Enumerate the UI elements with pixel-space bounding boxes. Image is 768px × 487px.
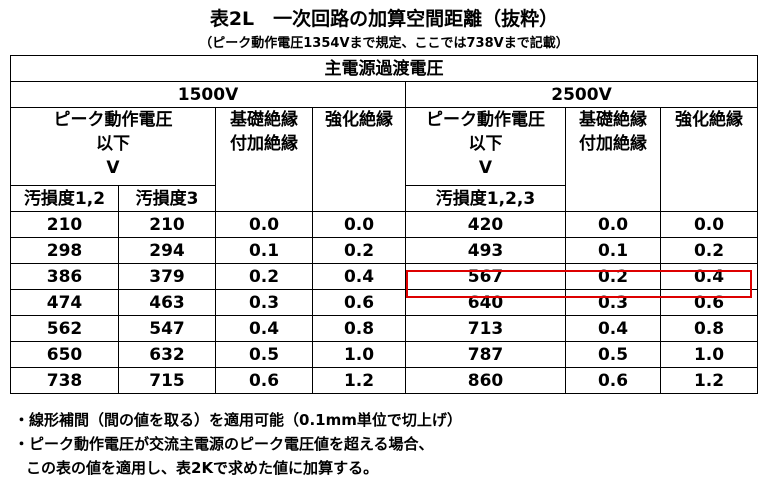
table-cell: 0.3 xyxy=(215,289,313,316)
header-text: V xyxy=(106,158,120,178)
table-cell: 0.0 xyxy=(660,211,758,238)
header-text: 強化絶縁 xyxy=(675,110,743,130)
table-cell: 713 xyxy=(405,315,566,342)
header-text: 付加絶縁 xyxy=(579,134,647,154)
table-cell: 474 xyxy=(10,289,119,316)
table-cell: 0.4 xyxy=(215,315,313,342)
header-cell: 汚損度1,2,3 xyxy=(405,185,566,212)
header-text: 基礎絶縁 xyxy=(579,110,647,130)
table-cell: 0.2 xyxy=(660,237,758,264)
note: この表の値を適用し、表2Kで求めた値に加算する。 xyxy=(26,459,379,477)
group-header: 2500V xyxy=(405,81,758,108)
header-cell: 強化絶縁 xyxy=(660,107,758,212)
table-cell: 0.6 xyxy=(565,367,661,394)
table-cell: 294 xyxy=(118,237,216,264)
table-row: 738 715 0.6 1.2 860 0.6 1.2 xyxy=(10,367,758,394)
highlight-box xyxy=(406,270,752,298)
header-text: 基礎絶縁 xyxy=(230,110,298,130)
table-cell: 0.6 xyxy=(215,367,313,394)
table-cell: 0.8 xyxy=(660,315,758,342)
table-cell: 738 xyxy=(10,367,119,394)
table-cell: 463 xyxy=(118,289,216,316)
table-row: 298 294 0.1 0.2 493 0.1 0.2 xyxy=(10,237,758,264)
table-cell: 787 xyxy=(405,341,566,368)
table-cell: 1.2 xyxy=(312,367,406,394)
table-cell: 0.0 xyxy=(565,211,661,238)
table-cell: 0.0 xyxy=(215,211,313,238)
table-cell: 298 xyxy=(10,237,119,264)
table-cell: 0.0 xyxy=(312,211,406,238)
note: ・ピーク動作電圧が交流主電源のピーク電圧値を超える場合、 xyxy=(14,435,434,453)
header-cell: ピーク動作電圧 以下 V xyxy=(405,107,566,186)
table-row: 650 632 0.5 1.0 787 0.5 1.0 xyxy=(10,341,758,368)
table-cell: 0.5 xyxy=(215,341,313,368)
table-cell: 650 xyxy=(10,341,119,368)
table-cell: 0.8 xyxy=(312,315,406,342)
header-cell: 強化絶縁 xyxy=(312,107,406,212)
table-row: 474 463 0.3 0.6 640 0.3 0.6 xyxy=(10,289,758,316)
table-cell: 547 xyxy=(118,315,216,342)
table-cell: 0.2 xyxy=(312,237,406,264)
title: 表2L 一次回路の加算空間距離（抜粋） xyxy=(209,8,559,30)
header-cell: ピーク動作電圧 以下 V xyxy=(10,107,216,186)
table-cell: 860 xyxy=(405,367,566,394)
table-cell: 420 xyxy=(405,211,566,238)
table-row: 386 379 0.2 0.4 567 0.2 0.4 xyxy=(10,263,758,290)
table-cell: 0.6 xyxy=(312,289,406,316)
header-cell: 基礎絶縁 付加絶縁 xyxy=(565,107,661,212)
subtitle: （ピーク動作電圧1354Vまで規定、ここでは738Vまで記載） xyxy=(199,36,569,51)
table-cell: 0.2 xyxy=(215,263,313,290)
table: 主電源過渡電圧 1500V 2500V ピーク動作電圧 以下 V 基礎絶縁 付加絶縁 強… xyxy=(10,55,758,394)
table-cell: 0.1 xyxy=(215,237,313,264)
header-text: 強化絶縁 xyxy=(325,110,393,130)
table-cell: 632 xyxy=(118,341,216,368)
header-text: V xyxy=(478,158,493,178)
header-text: ピーク動作電圧 xyxy=(53,110,173,130)
table-cell: 1.0 xyxy=(312,341,406,368)
caption: 主電源過渡電圧 xyxy=(10,55,758,82)
header-cell: 基礎絶縁 付加絶縁 xyxy=(215,107,313,212)
header-cell: 汚損度1,2 xyxy=(10,185,119,212)
header-text: 以下 xyxy=(468,134,503,154)
table-cell: 379 xyxy=(118,263,216,290)
group-header: 1500V xyxy=(10,81,406,108)
table-cell: 1.2 xyxy=(660,367,758,394)
table-cell: 715 xyxy=(118,367,216,394)
table-cell: 210 xyxy=(118,211,216,238)
table-cell: 1.0 xyxy=(660,341,758,368)
note: ・線形補間（間の値を取る）を適用可能（0.1mm単位で切上げ） xyxy=(14,411,462,429)
table-cell: 386 xyxy=(10,263,119,290)
table-cell: 493 xyxy=(405,237,566,264)
table-cell: 0.4 xyxy=(565,315,661,342)
header-cell: 汚損度3 xyxy=(118,185,216,212)
table-cell: 562 xyxy=(10,315,119,342)
table-cell: 210 xyxy=(10,211,119,238)
header-text: 以下 xyxy=(96,134,130,154)
header-text: 付加絶縁 xyxy=(230,134,298,154)
table-row: 210 210 0.0 0.0 420 0.0 0.0 xyxy=(10,211,758,238)
table-row: 562 547 0.4 0.8 713 0.4 0.8 xyxy=(10,315,758,342)
table-cell: 0.5 xyxy=(565,341,661,368)
header-text: ピーク動作電圧 xyxy=(426,110,545,130)
table-cell: 0.4 xyxy=(312,263,406,290)
table-cell: 0.1 xyxy=(565,237,661,264)
notes: ・線形補間（間の値を取る）を適用可能（0.1mm単位で切上げ） ・ピーク動作電圧が… xyxy=(14,408,462,480)
